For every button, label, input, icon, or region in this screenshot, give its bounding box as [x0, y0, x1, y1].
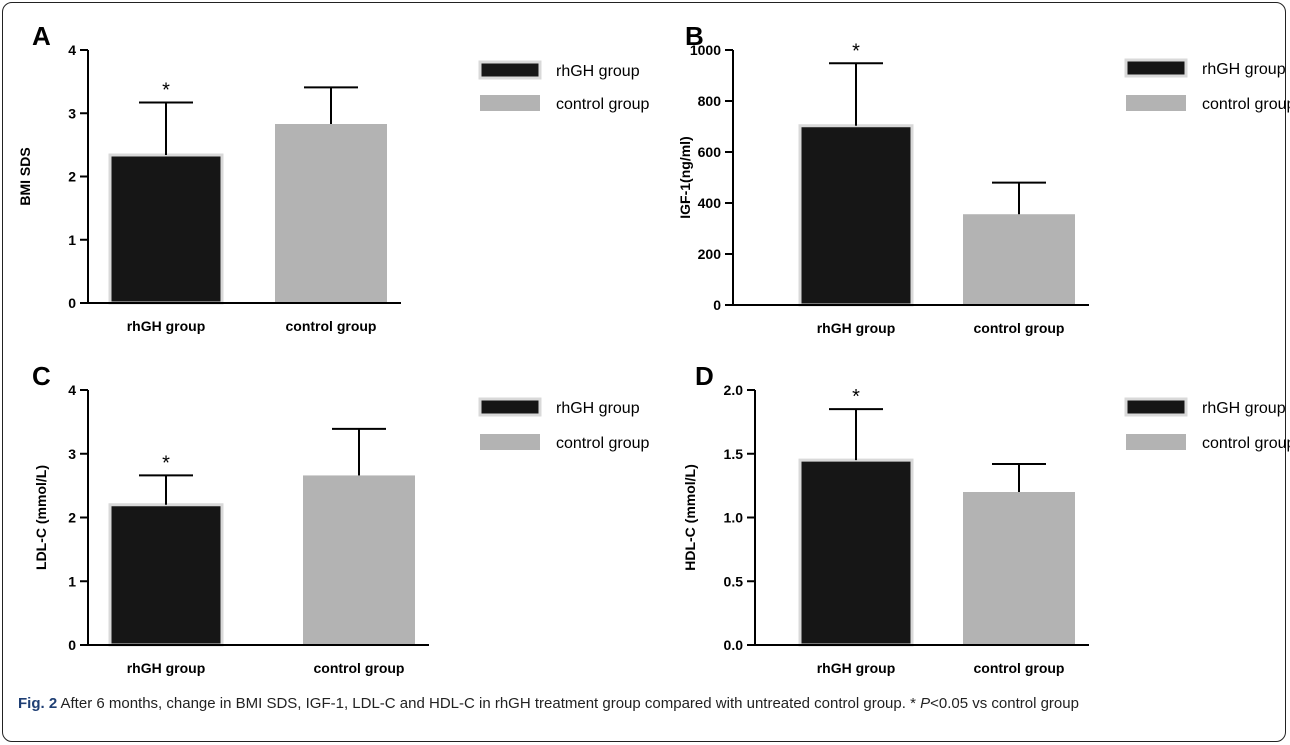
panel-c-legend-label: rhGH group [556, 400, 640, 417]
panel-b-y-tick-label: 200 [698, 246, 722, 262]
panel-a-legend-label: control group [556, 96, 649, 113]
panel-d-ylabel: HDL-C (mmol/L) [682, 464, 698, 571]
panel-d-legend-label: rhGH group [1202, 400, 1286, 417]
panel-b-bar-rhgh [798, 124, 914, 307]
panel-d-y-tick-label: 1.0 [724, 510, 744, 526]
panel-a-bar-rhgh [108, 153, 224, 305]
panel-c-category-label: rhGH group [127, 660, 206, 676]
panel-a-legend-label: rhGH group [556, 63, 640, 80]
panel-b-significance-mark: * [852, 40, 860, 62]
panel-b-legend-swatch-rhgh [1124, 58, 1188, 78]
panel-d-y-tick-label: 0.0 [724, 637, 744, 653]
panel-c-y-tick-label: 1 [68, 573, 76, 589]
caption-text: After 6 months, change in BMI SDS, IGF-1… [57, 695, 916, 712]
panel-b-legend-label: control group [1202, 96, 1290, 113]
panel-d-y-tick-label: 2.0 [724, 382, 744, 398]
panel-c-y-tick-label: 4 [68, 382, 76, 398]
panel-d-legend-swatch-rhgh [1124, 397, 1188, 417]
panel-a-y-tick-label: 0 [68, 295, 76, 311]
panel-d-category-label: rhGH group [817, 660, 896, 676]
panel-a-letter: A [32, 21, 51, 51]
panel-c-bar-rhgh [108, 503, 224, 647]
panel-a-y-tick-label: 4 [68, 42, 76, 58]
panel-b-legend-label: rhGH group [1202, 61, 1286, 78]
panel-a-bar-control [275, 124, 387, 303]
panel-a-legend-swatch-control [480, 95, 540, 111]
panel-d-bar-control [963, 492, 1075, 645]
panel-a-y-tick-label: 1 [68, 232, 76, 248]
panel-a-significance-mark: * [162, 79, 170, 101]
panel-d-y-tick-label: 0.5 [724, 573, 744, 589]
panel-a-category-label: control group [286, 318, 377, 334]
panel-d-legend-label: control group [1202, 435, 1290, 452]
panel-b-y-tick-label: 800 [698, 93, 722, 109]
panel-b-category-label: control group [974, 320, 1065, 336]
panel-d-bar-rhgh [798, 458, 914, 647]
panel-a-y-tick-label: 2 [68, 169, 76, 185]
panel-c-y-tick-label: 0 [68, 637, 76, 653]
panel-c-y-tick-label: 2 [68, 510, 76, 526]
panel-b-bar-control [963, 214, 1075, 305]
panel-c-significance-mark: * [162, 452, 170, 474]
panel-c-legend-swatch-rhgh [478, 397, 542, 417]
panel-b-ylabel: IGF-1(ng/ml) [677, 136, 693, 218]
caption-tail: <0.05 vs control group [930, 695, 1079, 712]
panel-b-letter: B [685, 21, 704, 51]
panel-d-significance-mark: * [852, 386, 860, 408]
panel-c-ylabel: LDL-C (mmol/L) [33, 465, 49, 570]
panel-d-y-tick-label: 1.5 [724, 446, 744, 462]
panel-b-y-tick-label: 1000 [690, 42, 721, 58]
panel-c-category-label: control group [314, 660, 405, 676]
figure-caption: Fig. 2 After 6 months, change in BMI SDS… [18, 693, 1268, 715]
panel-a-ylabel: BMI SDS [17, 147, 33, 205]
panel-c-legend-label: control group [556, 435, 649, 452]
panel-c-bar-control [303, 475, 415, 645]
panel-b-y-tick-label: 0 [713, 297, 721, 313]
panel-b-y-tick-label: 600 [698, 144, 722, 160]
caption-p-symbol: P [920, 695, 931, 712]
caption-label: Fig. 2 [18, 695, 58, 712]
panel-c-letter: C [32, 361, 51, 391]
panel-b-legend-swatch-control [1126, 95, 1186, 111]
panel-d-legend-swatch-control [1126, 434, 1186, 450]
panel-d-category-label: control group [974, 660, 1065, 676]
panel-d-letter: D [695, 361, 714, 391]
panel-c-y-tick-label: 3 [68, 446, 76, 462]
panel-c-legend-swatch-control [480, 434, 540, 450]
panel-a-legend-swatch-rhgh [478, 60, 542, 80]
panel-a-category-label: rhGH group [127, 318, 206, 334]
panel-b-y-tick-label: 400 [698, 195, 722, 211]
chart-figure: A BMI SDS * rhGH group control group 0 1 2 3 4 rhG… [17, 21, 1290, 676]
panel-a-y-tick-label: 3 [68, 105, 76, 121]
panel-b-category-label: rhGH group [817, 320, 896, 336]
